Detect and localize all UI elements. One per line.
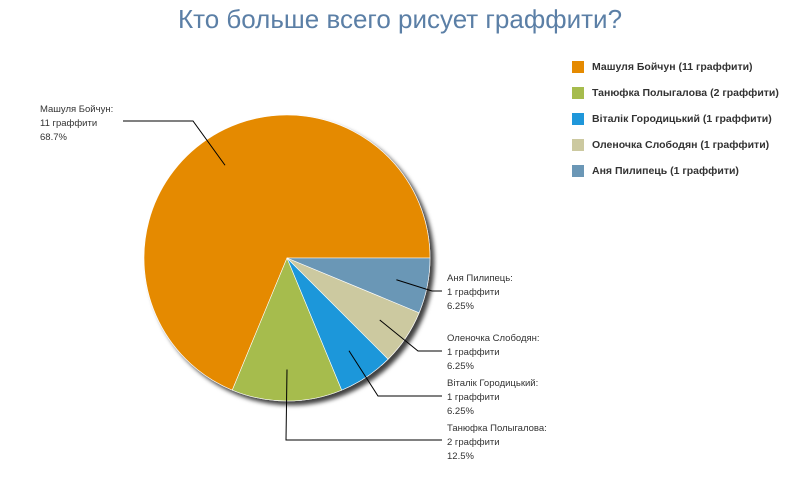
leader-line-віталік-городицький: [348, 350, 442, 397]
slice-callout-аня-пилипець: Аня Пилипець: 1 граффити 6.25%: [447, 273, 513, 312]
callout-count: 1 граффити: [447, 392, 500, 403]
legend-item-віталік-городицький[interactable]: Віталік Городицький (1 граффити): [572, 106, 797, 132]
callout-percent: 68.7%: [40, 132, 67, 143]
callout-percent: 6.25%: [447, 406, 474, 417]
legend-item-танюфка-полыгалова[interactable]: Танюфка Полыгалова (2 граффити): [572, 80, 797, 106]
leader-line-машуля-бойчун: [123, 120, 226, 166]
legend-swatch: [572, 113, 584, 125]
pie-slice-аня-пилипець[interactable]: [286, 257, 431, 314]
pie-slice-машуля-бойчун[interactable]: [143, 114, 431, 391]
callout-name: Аня Пилипець:: [447, 273, 513, 284]
slice-callout-віталік-городицький: Віталік Городицький: 1 граффити 6.25%: [447, 378, 538, 417]
callout-name: Віталік Городицький:: [447, 378, 538, 389]
slice-callout-машуля-бойчун: Машуля Бойчун: 11 граффити 68.7%: [40, 104, 113, 143]
callout-count: 1 граффити: [447, 347, 500, 358]
slice-callout-танюфка-полыгалова: Танюфка Полыгалова: 2 граффити 12.5%: [447, 423, 547, 462]
legend-label: Оленочка Слободян (1 граффити): [592, 139, 770, 151]
legend-label: Танюфка Полыгалова (2 граффити): [592, 87, 779, 99]
legend-label: Машуля Бойчун (11 граффити): [592, 61, 753, 73]
legend-item-аня-пилипець[interactable]: Аня Пилипець (1 граффити): [572, 158, 797, 184]
callout-count: 1 граффити: [447, 287, 500, 298]
legend-swatch: [572, 61, 584, 73]
callout-count: 11 граффити: [40, 118, 97, 129]
legend-item-оленочка-слободян[interactable]: Оленочка Слободян (1 граффити): [572, 132, 797, 158]
callout-percent: 6.25%: [447, 361, 474, 372]
slice-callout-оленочка-слободян: Оленочка Слободян: 1 граффити 6.25%: [447, 333, 540, 372]
callout-name: Машуля Бойчун:: [40, 104, 113, 115]
callout-percent: 6.25%: [447, 301, 474, 312]
callout-name: Танюфка Полыгалова:: [447, 423, 547, 434]
chart-title: Кто больше всего рисует граффити?: [177, 4, 623, 34]
legend-swatch: [572, 87, 584, 99]
chart-legend: Машуля Бойчун (11 граффити) Танюфка Полыг…: [572, 54, 797, 184]
callout-count: 2 граффити: [447, 437, 500, 448]
leader-line-аня-пилипець: [396, 279, 442, 292]
callout-name: Оленочка Слободян:: [447, 333, 540, 344]
legend-label: Аня Пилипець (1 граффити): [592, 165, 739, 177]
legend-label: Віталік Городицький (1 граффити): [592, 113, 772, 125]
legend-swatch: [572, 139, 584, 151]
legend-swatch: [572, 165, 584, 177]
leader-line-танюфка-полыгалова: [285, 369, 442, 441]
callout-percent: 12.5%: [447, 451, 474, 462]
leader-line-оленочка-слободян: [379, 319, 442, 352]
legend-item-машуля-бойчун[interactable]: Машуля Бойчун (11 граффити): [572, 54, 797, 80]
